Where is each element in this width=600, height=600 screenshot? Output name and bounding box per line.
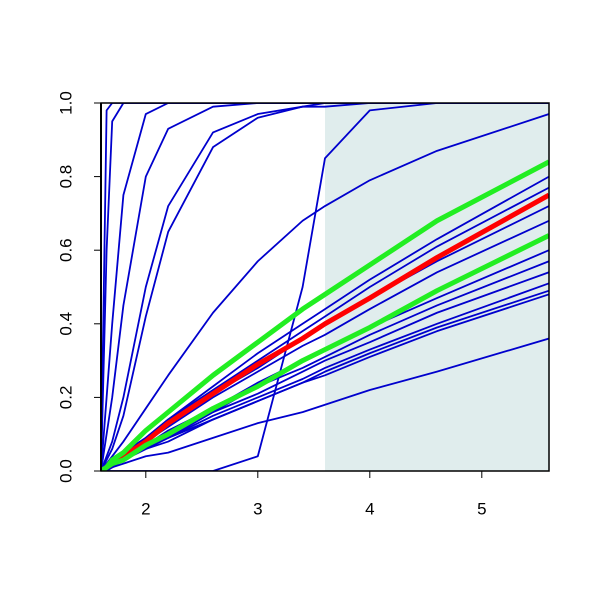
x-tick-label: 5 <box>477 499 486 518</box>
series-line <box>101 113 549 471</box>
series-line <box>101 103 549 471</box>
y-tick-label: 0.0 <box>56 459 75 483</box>
y-tick-label: 0.4 <box>56 312 75 336</box>
series-line <box>101 159 549 471</box>
series-line <box>101 337 549 471</box>
x-tick-label: 4 <box>365 499 374 518</box>
series-line <box>101 103 549 471</box>
plot-area <box>101 103 549 471</box>
series-line <box>101 103 549 471</box>
y-tick-label: 0.2 <box>56 386 75 410</box>
series-line <box>101 103 549 471</box>
x-tick-label: 3 <box>253 499 262 518</box>
y-tick-label: 1.0 <box>56 91 75 115</box>
y-tick-label: 0.6 <box>56 238 75 262</box>
series-line <box>101 233 549 471</box>
y-tick-label: 0.8 <box>56 165 75 189</box>
shaded-region <box>325 103 549 471</box>
series-line <box>101 103 549 471</box>
series-line <box>101 103 549 471</box>
x-tick-label: 2 <box>141 499 150 518</box>
